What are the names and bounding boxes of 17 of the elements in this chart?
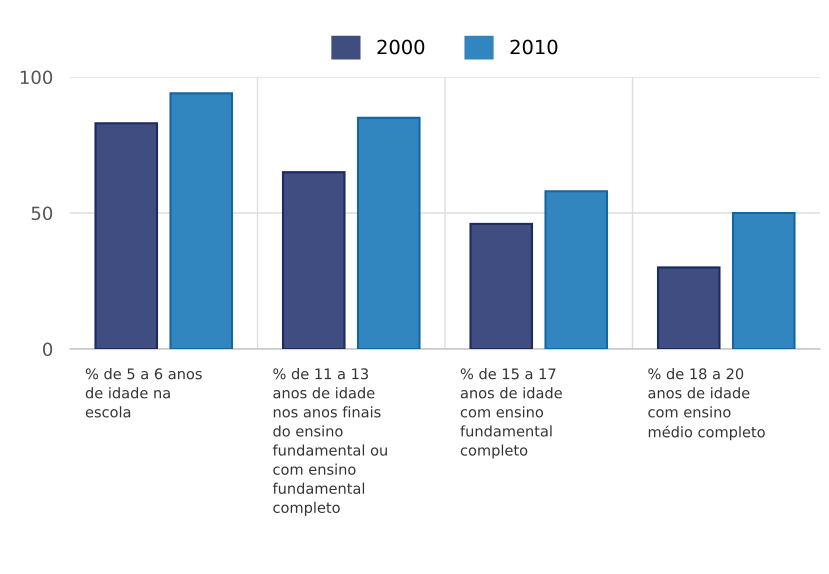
bar: [94, 122, 158, 349]
x-tick-label: % de 18 a 20 anos de idade com ensino médio completo: [648, 368, 765, 440]
bar: [732, 212, 796, 349]
x-tick-label: % de 5 a 6 anos de idade na escola: [86, 368, 202, 418]
x-tick-label: % de 15 a 17 anos de idade com ensino fundamental completo: [460, 368, 562, 459]
bar: [656, 266, 721, 349]
y-tick-label: 0: [43, 342, 52, 356]
y-tick-label: 50: [32, 206, 52, 220]
bar: [169, 92, 234, 349]
y-tick-label: 100: [20, 70, 52, 84]
bar: [282, 171, 346, 349]
legend-label: 2000: [377, 40, 424, 54]
bar: [356, 116, 421, 349]
legend-label: 2010: [510, 40, 558, 54]
x-tick-label: % de 11 a 13 anos de idade nos anos finais do ensino fundamental ou com ensino fundamental completo: [272, 368, 387, 516]
bar: [544, 190, 608, 349]
bar: [469, 222, 534, 349]
